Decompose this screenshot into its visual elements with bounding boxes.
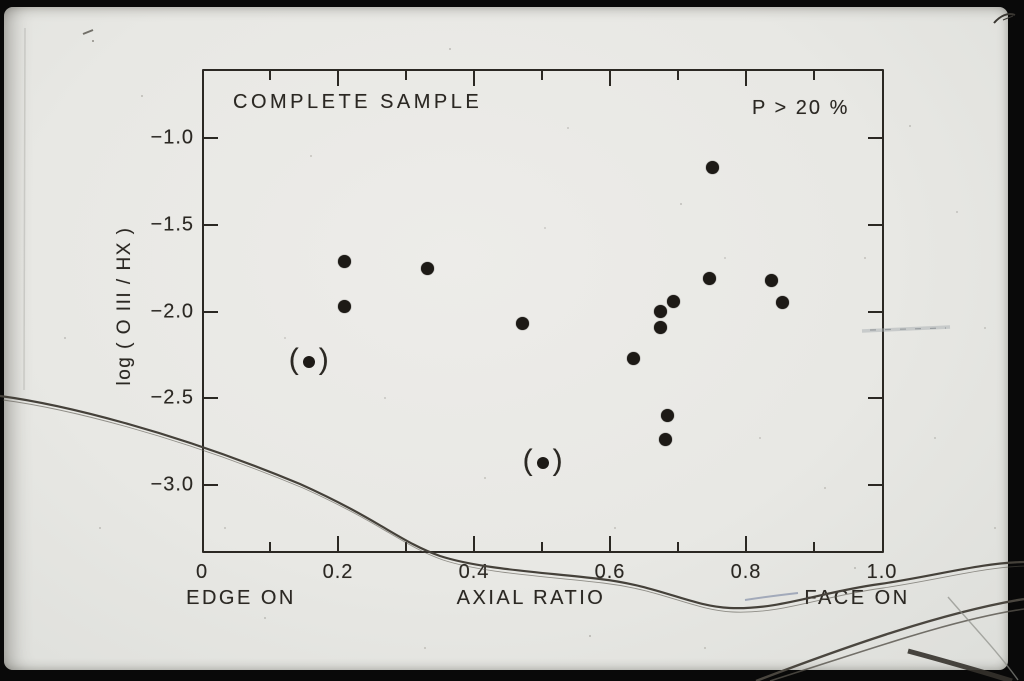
x-axis-tick-bottom [745, 536, 747, 551]
x-axis-tick-top [269, 71, 271, 80]
x-axis-tick-top [473, 71, 475, 86]
data-point [653, 320, 667, 334]
x-axis-tick-top [609, 71, 611, 86]
data-point [337, 254, 351, 268]
x-axis-tick-top [745, 71, 747, 86]
fiber-arc-bottom-right [755, 597, 1024, 681]
open-paren: ( [288, 342, 299, 376]
y-axis-tick-right [868, 137, 882, 139]
x-axis-tick-bottom [473, 536, 475, 551]
x-axis-tick-bottom [813, 542, 815, 551]
x-axis-sublabel-face-on: FACE ON [804, 587, 910, 609]
x-tick-label: 0.8 [730, 561, 762, 583]
y-tick-label: −3.0 [150, 473, 194, 496]
y-axis-tick-right [868, 310, 882, 313]
data-point-parenthesized: () [516, 446, 570, 480]
open-paren: ( [522, 444, 533, 478]
y-axis-tick-left [204, 310, 218, 313]
x-axis-label: AXIAL RATIO [456, 587, 606, 609]
x-axis-tick-bottom [677, 542, 679, 551]
y-axis-tick-left [204, 223, 218, 226]
x-tick-label: 0.2 [322, 561, 354, 583]
data-point-dot [302, 355, 315, 368]
fiber-arc-bottom-right-twin [769, 608, 1024, 681]
chart-title: COMPLETE SAMPLE [233, 91, 483, 113]
x-axis-tick-bottom [337, 536, 339, 551]
x-axis-tick-top [337, 71, 339, 86]
x-axis-tick-top [405, 71, 407, 80]
x-axis-tick-bottom [609, 536, 611, 551]
x-axis-tick-top [813, 71, 815, 80]
annotation-p-threshold: P > 20 % [752, 97, 850, 119]
y-axis-tick-left [204, 137, 218, 139]
x-axis-tick-top [677, 71, 679, 80]
data-point [420, 262, 434, 276]
x-axis-sublabel-edge-on: EDGE ON [186, 587, 296, 609]
close-paren: ) [552, 444, 563, 478]
y-axis-tick-left [204, 484, 218, 486]
mark-top-left [82, 29, 94, 35]
close-paren: ) [318, 342, 329, 376]
squiggle-top-right-flick [1002, 15, 1014, 21]
x-tick-label: 0.4 [458, 561, 490, 583]
crease-left-vertical [23, 27, 26, 391]
y-tick-label: −1.0 [150, 126, 194, 149]
data-point [653, 305, 667, 318]
data-point [764, 273, 778, 287]
data-point [702, 272, 716, 286]
y-tick-label: −2.5 [150, 386, 194, 409]
y-tick-label: −2.0 [150, 300, 194, 322]
data-point [706, 160, 720, 174]
x-axis-tick-bottom [269, 542, 271, 551]
plot-frame [202, 69, 884, 553]
fiber-faint-diagonal [947, 596, 1019, 681]
x-tick-label: 0 [195, 561, 209, 583]
data-point [660, 409, 674, 423]
y-tick-label: −1.5 [150, 213, 194, 236]
y-axis-tick-right [868, 484, 882, 486]
x-tick-label: 0.6 [594, 561, 626, 583]
y-axis-tick-right [868, 223, 882, 226]
data-point [337, 299, 351, 313]
x-axis-tick-bottom [541, 542, 543, 551]
y-axis-tick-left [204, 397, 218, 400]
squiggle-top-right [993, 13, 1016, 24]
data-point [516, 317, 530, 331]
data-point-dot [536, 457, 549, 470]
data-point [667, 295, 681, 309]
data-point [776, 296, 790, 310]
x-axis-tick-bottom [405, 542, 407, 551]
data-point [658, 432, 672, 446]
data-point [626, 351, 640, 365]
x-axis-tick-top [541, 71, 543, 80]
fiber-thick-corner [907, 648, 1013, 681]
y-axis-tick-right [868, 397, 882, 400]
data-point-parenthesized: () [282, 342, 336, 379]
x-tick-label: 1.0 [866, 561, 898, 583]
